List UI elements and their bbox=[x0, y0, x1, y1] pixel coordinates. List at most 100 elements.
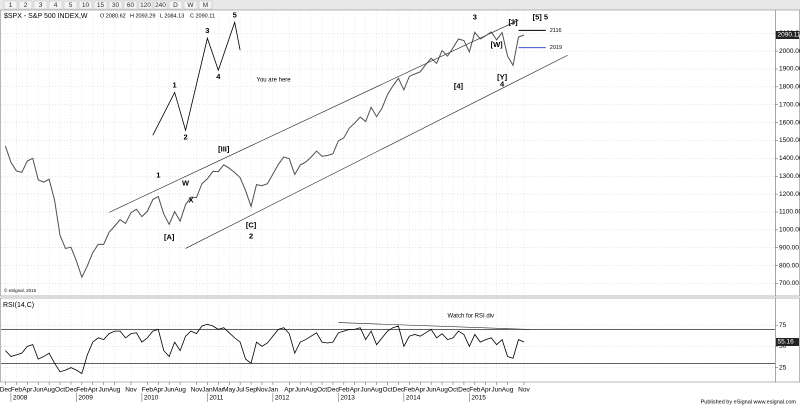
toolbar-button[interactable] bbox=[48, 0, 63, 10]
x-tick-label: Oct bbox=[55, 387, 65, 394]
y-tick-label: 1100.00 bbox=[779, 209, 800, 216]
last-value-box bbox=[776, 337, 799, 346]
toolbar-label: 2 bbox=[24, 2, 28, 9]
toolbar-button[interactable] bbox=[78, 0, 93, 10]
ohlc-value: H 2093.29 bbox=[130, 13, 155, 19]
toolbar-label: 3 bbox=[39, 2, 43, 9]
toolbar-label: 30 bbox=[112, 2, 120, 9]
annotation: Watch for RSI div bbox=[448, 313, 494, 319]
x-tick-label: Aug bbox=[305, 387, 317, 394]
toolbar bbox=[0, 0, 800, 10]
wave-label: [C] bbox=[246, 220, 257, 229]
year-label: 2015 bbox=[471, 395, 486, 402]
trendline bbox=[338, 322, 530, 330]
toolbar-label: 240 bbox=[155, 2, 166, 9]
x-tick-label: Jun bbox=[491, 387, 502, 394]
toolbar-label: M bbox=[203, 2, 208, 9]
y-tick-label: 700.00 bbox=[779, 280, 799, 287]
y-tick-label: 75 bbox=[779, 322, 787, 329]
y-tick-label: 800.00 bbox=[779, 262, 799, 269]
x-tick-label: Jun bbox=[426, 387, 437, 394]
annotation: You are here bbox=[257, 77, 292, 83]
x-tick-label: Apr bbox=[415, 387, 426, 394]
y-tick-label: 1200.00 bbox=[779, 191, 800, 198]
toolbar-button[interactable] bbox=[183, 0, 198, 10]
toolbar-button[interactable] bbox=[93, 0, 108, 10]
x-tick-label: Jun bbox=[33, 387, 44, 394]
forecast-wave-label: 1 bbox=[173, 80, 177, 89]
ohlc-value: L 2084.13 bbox=[160, 13, 184, 19]
x-tick-label: Jun bbox=[360, 387, 371, 394]
x-tick-label: Nov bbox=[256, 387, 268, 394]
x-tick-label: Jul bbox=[236, 387, 245, 394]
y-tick-label: 1400.00 bbox=[779, 155, 800, 162]
year-label: 2011 bbox=[209, 395, 223, 402]
x-tick-label: Aug bbox=[109, 387, 121, 394]
toolbar-button[interactable] bbox=[138, 0, 153, 10]
ohlc-value: C 2090.11 bbox=[190, 13, 215, 19]
y-tick-label: 50 bbox=[779, 343, 787, 350]
year-label: 2013 bbox=[340, 395, 355, 402]
toolbar-button[interactable] bbox=[168, 0, 183, 10]
x-tick-label: Feb bbox=[142, 387, 154, 394]
toolbar-button[interactable] bbox=[108, 0, 123, 10]
x-tick-label: Apr bbox=[481, 387, 492, 394]
x-tick-label: Feb bbox=[11, 387, 23, 394]
toolbar-label: 120 bbox=[140, 2, 151, 9]
wave-label: [Y] bbox=[497, 72, 508, 81]
toolbar-button[interactable] bbox=[33, 0, 48, 10]
forecast-path bbox=[152, 20, 241, 136]
x-tick-label: Feb bbox=[338, 387, 350, 394]
x-tick-label: Mar bbox=[213, 387, 225, 394]
y-tick-label: 1000.00 bbox=[779, 227, 800, 234]
wave-label: [A] bbox=[164, 232, 175, 241]
year-label: 2012 bbox=[275, 395, 290, 402]
toolbar-button[interactable] bbox=[18, 0, 33, 10]
x-tick-label: May bbox=[223, 387, 236, 394]
y-tick-label: 1500.00 bbox=[779, 137, 800, 144]
toolbar-label: 1 bbox=[9, 2, 13, 9]
panel-title: RSI(14,C) bbox=[3, 302, 34, 309]
toolbar-button[interactable] bbox=[153, 0, 168, 10]
forecast-wave-label: 3 bbox=[205, 26, 209, 35]
forecast-wave-label: 2 bbox=[183, 132, 187, 141]
x-tick-label: Dec bbox=[65, 387, 77, 394]
wave-label: 1 bbox=[156, 170, 160, 179]
toolbar-button[interactable] bbox=[123, 0, 138, 10]
x-tick-label: Dec bbox=[0, 387, 12, 394]
x-tick-label: Jan bbox=[268, 387, 279, 394]
wave-label: [W] bbox=[491, 40, 504, 49]
y-tick-label: 2000.00 bbox=[779, 48, 800, 55]
wave-label: 2 bbox=[249, 231, 253, 240]
year-label: 2009 bbox=[78, 395, 93, 402]
y-tick-label: 1900.00 bbox=[779, 66, 800, 73]
x-tick-label: Nov bbox=[518, 387, 530, 394]
x-tick-label: Jun bbox=[164, 387, 175, 394]
year-label: 2014 bbox=[406, 395, 421, 402]
copyright: © eSignal, 2015 bbox=[4, 287, 37, 293]
wave-label: [III] bbox=[218, 144, 230, 153]
x-tick-label: Apr bbox=[22, 387, 33, 394]
x-tick-label: Aug bbox=[43, 387, 55, 394]
x-tick-label: Apr bbox=[88, 387, 99, 394]
wave-label: [4] bbox=[454, 81, 464, 90]
last-value-box bbox=[776, 31, 799, 40]
series-line bbox=[5, 323, 525, 375]
toolbar-button[interactable] bbox=[198, 0, 213, 10]
x-tick-label: Jun bbox=[295, 387, 306, 394]
x-tick-label: Oct bbox=[317, 387, 327, 394]
y-tick-label: 900.00 bbox=[779, 244, 799, 251]
y-tick-label: 1300.00 bbox=[779, 173, 800, 180]
symbol-title: $SPX - S&P 500 INDEX,W bbox=[4, 13, 88, 20]
wave-label: W bbox=[182, 178, 190, 187]
x-tick-label: Oct bbox=[382, 387, 392, 394]
y-tick-label: 1700.00 bbox=[779, 101, 800, 108]
x-tick-label: Aug bbox=[371, 387, 383, 394]
toolbar-label: 4 bbox=[54, 2, 58, 9]
footer: Published by eSignal www.esignal.com bbox=[701, 399, 797, 405]
ohlc-value: O 2080.62 bbox=[100, 13, 126, 19]
wave-label: [5] 5 bbox=[533, 12, 548, 21]
toolbar-button[interactable] bbox=[3, 0, 18, 10]
toolbar-button[interactable] bbox=[63, 0, 78, 10]
